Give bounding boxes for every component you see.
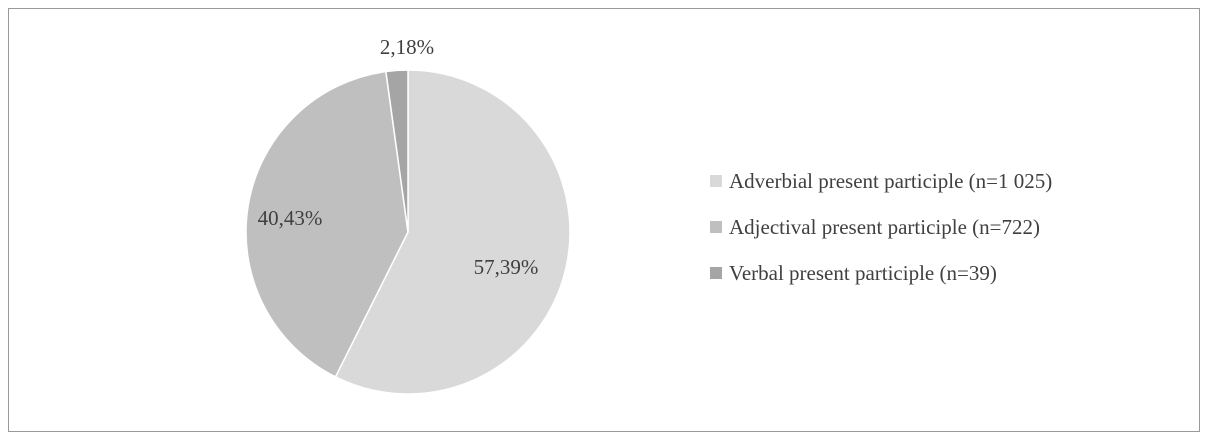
legend-label-verbal: Verbal present participle (n=39) [729, 260, 997, 285]
legend-swatch-adverbial [710, 175, 722, 187]
legend-item-adjectival: Adjectival present participle (n=722) [710, 214, 1190, 240]
data-label-adjectival: 40,43% [258, 206, 323, 230]
data-label-verbal: 2,18% [380, 35, 434, 59]
pie-labels: 57,39% 40,43% 2,18% [258, 35, 539, 279]
legend-swatch-adjectival [710, 221, 722, 233]
pie-slice-verbal [385, 69, 409, 233]
pie-slice-adjectival [245, 70, 409, 378]
legend-label-adjectival: Adjectival present participle (n=722) [729, 214, 1040, 239]
legend-swatch-verbal [710, 267, 722, 279]
legend-item-verbal: Verbal present participle (n=39) [710, 260, 1190, 286]
legend: Adverbial present participle (n=1 025) A… [710, 168, 1190, 306]
pie-slice-adverbial [334, 69, 571, 395]
legend-label-adverbial: Adverbial present participle (n=1 025) [729, 168, 1053, 193]
legend-item-adverbial: Adverbial present participle (n=1 025) [710, 168, 1190, 194]
data-label-adverbial: 57,39% [474, 255, 539, 279]
chart-frame [8, 8, 1200, 432]
pie-slices [245, 69, 571, 395]
